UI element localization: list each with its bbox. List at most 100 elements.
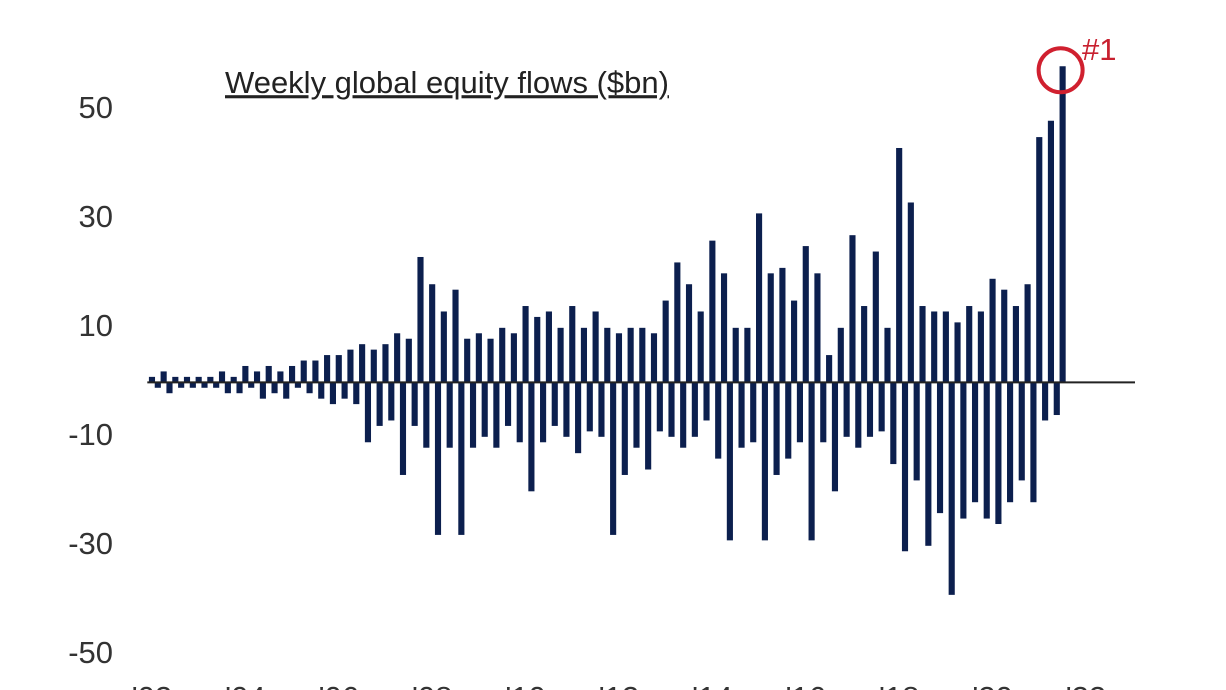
bar xyxy=(866,382,874,437)
x-tick-label: '14 xyxy=(692,680,732,690)
bar xyxy=(277,371,284,383)
bar xyxy=(756,213,763,383)
bar xyxy=(627,327,634,383)
bar xyxy=(703,382,710,421)
bar xyxy=(1042,382,1049,421)
bar xyxy=(551,382,558,426)
x-tick-label: '10 xyxy=(505,680,545,690)
bar xyxy=(347,349,354,383)
bar xyxy=(936,382,944,514)
bar xyxy=(218,371,226,383)
bar xyxy=(364,382,372,443)
bar xyxy=(1012,306,1019,383)
bar xyxy=(248,382,255,388)
bar xyxy=(475,333,482,383)
bar xyxy=(516,382,523,443)
bar xyxy=(633,382,640,448)
bar xyxy=(989,278,996,383)
bar xyxy=(1059,66,1066,383)
bar xyxy=(423,382,430,448)
bar xyxy=(487,338,494,383)
bar xyxy=(1036,137,1043,383)
bar xyxy=(172,376,179,383)
bar xyxy=(504,382,512,426)
bar xyxy=(534,316,541,383)
bar xyxy=(773,382,780,475)
bar xyxy=(230,376,237,383)
bar xyxy=(154,382,161,388)
x-tick-label: '04 xyxy=(225,680,265,690)
bar xyxy=(586,382,593,432)
bar xyxy=(697,311,704,383)
bar xyxy=(166,382,173,394)
bar xyxy=(353,382,360,405)
bar xyxy=(382,344,389,383)
bar xyxy=(685,284,693,383)
bar xyxy=(709,240,716,383)
bar xyxy=(540,382,547,443)
y-tick-label: 30 xyxy=(79,199,113,234)
bar xyxy=(183,376,191,383)
x-tick-label: '22 xyxy=(1066,680,1106,690)
bar xyxy=(890,382,897,465)
bar xyxy=(394,333,401,383)
bar xyxy=(1024,284,1031,383)
x-tick-label: '16 xyxy=(786,680,826,690)
bar xyxy=(843,382,850,437)
bar xyxy=(668,382,675,437)
bar xyxy=(370,349,377,383)
x-tick-label: '20 xyxy=(972,680,1012,690)
bar xyxy=(195,376,202,383)
bar xyxy=(265,365,272,383)
bar xyxy=(995,382,1002,525)
bar xyxy=(977,311,984,383)
bar xyxy=(592,311,599,383)
bar xyxy=(201,382,208,388)
bar xyxy=(791,300,798,383)
bar xyxy=(744,327,751,383)
chart-title: Weekly global equity flows ($bn) xyxy=(225,65,669,100)
y-tick-label: -30 xyxy=(68,526,113,561)
bar xyxy=(207,376,214,383)
bar xyxy=(925,382,932,546)
bar xyxy=(318,382,325,399)
bar xyxy=(931,311,938,383)
bar xyxy=(376,382,383,426)
bar xyxy=(960,382,967,519)
bar xyxy=(341,382,348,399)
bar xyxy=(1053,382,1060,416)
bar xyxy=(820,382,827,443)
bar xyxy=(253,371,261,383)
x-tick-label: '18 xyxy=(879,680,919,690)
bar xyxy=(802,246,809,383)
bar xyxy=(440,311,447,383)
bar xyxy=(481,382,488,437)
bar xyxy=(271,382,278,394)
bar xyxy=(499,327,506,383)
bar xyxy=(884,327,891,383)
x-tick-label: '02 xyxy=(132,680,172,690)
bar xyxy=(452,289,459,383)
y-tick-label: -50 xyxy=(68,635,113,670)
bar xyxy=(726,382,733,541)
bar xyxy=(691,382,698,437)
bar xyxy=(621,382,628,475)
bar xyxy=(814,273,821,383)
bar xyxy=(294,382,301,388)
bar xyxy=(761,382,768,541)
bar xyxy=(335,355,342,383)
bar xyxy=(242,365,249,383)
bar xyxy=(312,360,319,383)
bar xyxy=(808,382,815,541)
bar xyxy=(213,382,220,388)
bar xyxy=(680,382,687,448)
x-tick-label: '06 xyxy=(319,680,359,690)
bar xyxy=(429,284,436,383)
bar xyxy=(878,382,885,432)
bar xyxy=(604,327,611,383)
bar xyxy=(826,355,833,383)
bar xyxy=(522,306,529,383)
bar xyxy=(1001,289,1008,383)
bar xyxy=(411,382,418,426)
